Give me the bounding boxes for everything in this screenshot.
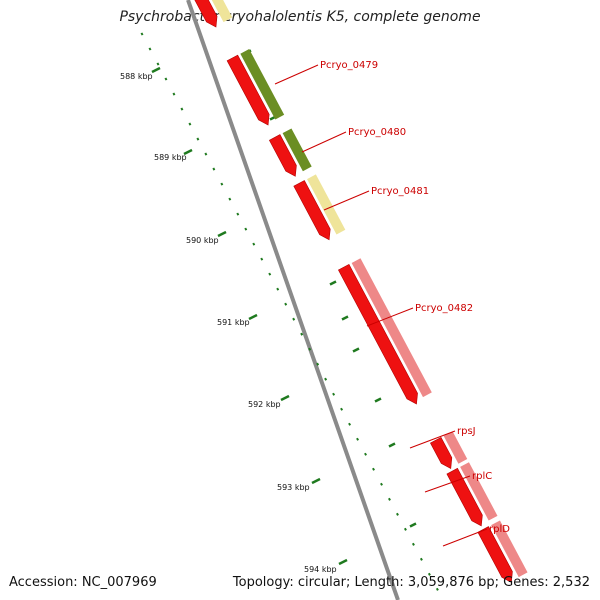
gene-arrow-rpld-feature-bar [491,520,528,578]
gene-arrow-rpsj-feature-bar [443,431,468,464]
accession-text: Accession: NC_007969 [9,575,157,590]
scale-dot [419,557,423,561]
scale-dot-track [140,32,439,591]
scale-dot [396,512,399,516]
scale-dot [276,287,280,291]
gene-arrow-rpld [477,526,513,583]
gene-label: rplD [489,524,510,535]
scale-dot [180,107,184,111]
gene-label: rplC [472,471,492,482]
scale-dot [411,542,415,546]
gene-label-leader [366,307,414,327]
scale-dot [252,242,256,246]
scale-tick [338,558,348,566]
scale-tick-label: 589 kbp [154,153,187,162]
gene-arrow-pcryo-0482-feature-bar [351,258,432,398]
scale-tick-label: 588 kbp [120,72,153,81]
scale-tick-label: 592 kbp [248,400,281,409]
scale-dot [372,467,375,471]
gene-label-leader [409,430,456,449]
outer-tick [352,347,360,353]
scale-tick [217,230,227,238]
gene-label-leader [323,190,370,211]
gene-arrow-pcryo-0480 [268,134,297,177]
scale-dot [403,527,407,531]
gene-label: rpsJ [457,426,476,437]
scale-dot [388,497,391,501]
scale-tick [151,66,161,74]
scale-tick-label: 590 kbp [186,236,219,245]
scale-tick-label: 594 kbp [304,565,337,574]
scale-dot [308,347,312,351]
scale-dot [212,167,216,171]
gene-arrow-pcryo-0479 [226,54,270,126]
scale-dot [244,227,248,231]
scale-dot [260,257,264,261]
gene-arrow-rpsj [430,437,453,469]
scale-dot [364,452,367,456]
outer-tick [341,315,349,321]
scale-dot [236,212,240,216]
gene-arrow-pcryo-0480-feature-bar [282,128,312,172]
scale-dot [140,32,144,36]
scale-tick [311,477,321,485]
gene-label-leader [301,131,347,153]
genome-backbone [186,0,400,600]
scale-dot [188,122,192,126]
scale-dot [172,92,176,96]
outer-tick [409,522,417,528]
gene-arrow-pcryo-0482 [337,263,418,405]
scale-dot [356,437,359,441]
outer-tick [329,280,337,286]
gene-arrow-pcryo-0481-feature-bar [307,174,346,235]
scale-tick-label: 591 kbp [217,318,250,327]
scale-tick-label: 593 kbp [277,483,310,492]
gene-label-leader [442,528,488,547]
scale-dot [228,197,232,201]
gene-arrow-top-feature-bar [211,0,233,23]
scale-dot [435,587,439,591]
outer-tick [388,442,396,448]
gene-arrow-rplc-feature-bar [460,462,498,521]
scale-tick [183,148,193,156]
scale-dot [427,572,431,576]
gene-label: Pcryo_0482 [415,303,473,314]
scale-dot [204,152,208,156]
scale-dot [164,77,168,81]
gene-arrow-pcryo-0479-feature-bar [240,49,285,120]
gene-arrow-rplc [446,467,483,527]
scale-tick [248,313,258,321]
gene-label: Pcryo_0480 [348,127,406,138]
scale-dot [156,62,160,66]
genome-summary-text: Topology: circular; Length: 3,059,876 bp… [232,575,590,590]
scale-dot [220,182,224,186]
gene-arrow-top [194,0,218,28]
scale-dot [380,482,383,486]
scale-dot [316,362,320,366]
scale-dot [332,392,336,396]
scale-dot [340,407,344,411]
scale-dot [268,272,272,276]
scale-dot [324,377,328,381]
gene-label: Pcryo_0481 [371,186,429,197]
scale-tick [280,394,290,402]
gene-label: Pcryo_0479 [320,60,378,71]
scale-dot [292,317,296,321]
gene-arrow-pcryo-0481 [293,180,331,241]
scale-dot [348,422,352,426]
scale-dot [196,137,200,141]
scale-dot [300,332,304,336]
outer-tick-track [244,49,417,528]
scale-dot [148,47,152,51]
gene-label-leader [424,475,471,493]
outer-tick [374,397,382,403]
scale-dot [284,302,288,306]
gene-label-leader [274,64,319,85]
